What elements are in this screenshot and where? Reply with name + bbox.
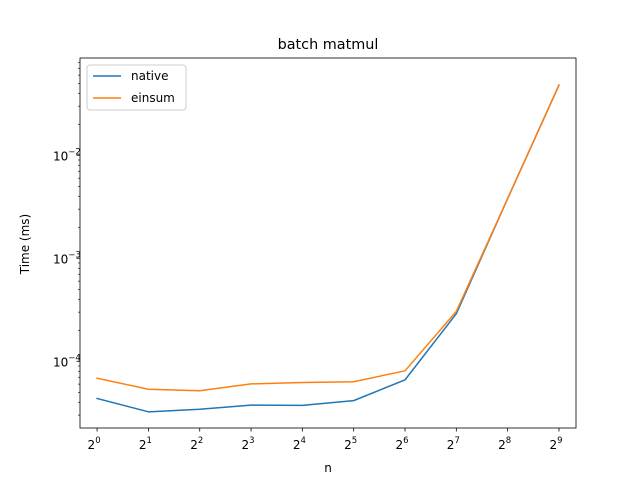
legend-label-native: native — [131, 69, 168, 83]
y-tick-label: 10−4 — [53, 353, 81, 369]
x-tick-label: 28 — [498, 436, 511, 452]
x-axis-label: n — [324, 461, 332, 475]
plot-area-frame — [79, 57, 577, 429]
x-tick-label: 22 — [190, 436, 203, 452]
x-tick-label: 24 — [293, 436, 306, 452]
legend-label-einsum: einsum — [131, 91, 175, 105]
x-tick-label: 21 — [139, 436, 152, 452]
x-tick-label: 25 — [344, 436, 357, 452]
y-tick-label: 10−2 — [53, 147, 81, 163]
x-tick-label: 20 — [88, 436, 101, 452]
x-tick-label: 29 — [549, 436, 562, 452]
legend: native einsum — [86, 64, 187, 111]
axis-ticks: 20 21 22 23 24 25 26 27 28 29 10−4 10−3 10−2 — [53, 61, 563, 452]
y-tick-label: 10−3 — [53, 250, 81, 266]
x-tick-label: 27 — [447, 436, 460, 452]
plot-lines — [96, 84, 560, 413]
series-line-einsum — [96, 84, 560, 392]
y-axis-label: Time (ms) — [18, 214, 32, 276]
x-tick-label: 26 — [395, 436, 408, 452]
x-tick-label: 23 — [242, 436, 255, 452]
chart-title: batch matmul — [278, 37, 379, 53]
